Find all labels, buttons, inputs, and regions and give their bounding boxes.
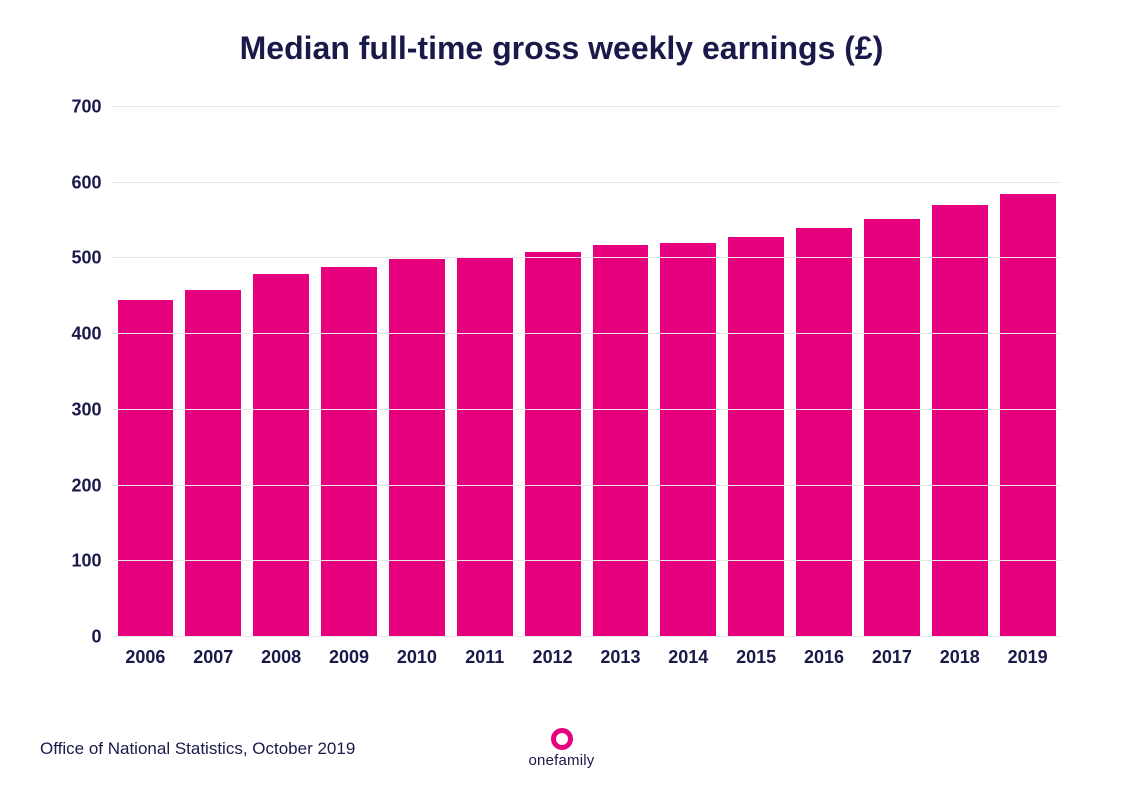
bars-group: 2006200720082009201020112012201320142015… [112,107,1062,637]
x-axis-label: 2015 [736,647,776,668]
bar-slot: 2010 [389,107,445,637]
bar-slot: 2007 [185,107,241,637]
x-axis-label: 2011 [465,647,504,668]
x-axis-label: 2013 [600,647,640,668]
bar [457,258,513,637]
bar-slot: 2008 [253,107,309,637]
x-axis-label: 2016 [804,647,844,668]
gridline [112,485,1062,486]
bar-slot: 2013 [593,107,649,637]
gridline [112,333,1062,334]
y-axis-label: 300 [57,399,102,420]
gridline [112,409,1062,410]
bar [932,205,988,637]
chart-title: Median full-time gross weekly earnings (… [40,30,1083,67]
bar [185,290,241,637]
logo-text: onefamily [529,752,595,769]
x-axis-label: 2019 [1008,647,1048,668]
bar-slot: 2017 [864,107,920,637]
bar-slot: 2012 [525,107,581,637]
bar [728,237,784,637]
source-text: Office of National Statistics, October 2… [40,739,355,759]
bar-slot: 2006 [118,107,174,637]
brand-logo: onefamily [529,728,595,769]
bar-slot: 2014 [660,107,716,637]
bar [864,219,920,637]
x-axis-label: 2007 [193,647,233,668]
y-axis-label: 0 [57,627,102,648]
x-axis-label: 2010 [397,647,437,668]
y-axis-label: 100 [57,551,102,572]
x-axis-label: 2014 [668,647,708,668]
bar-slot: 2019 [1000,107,1056,637]
bar [118,300,174,637]
x-axis-label: 2018 [940,647,980,668]
x-axis-label: 2012 [533,647,573,668]
bar [525,252,581,637]
y-axis-label: 400 [57,324,102,345]
y-axis-label: 600 [57,172,102,193]
y-axis-label: 700 [57,97,102,118]
bar-slot: 2011 [457,107,513,637]
gridline [112,257,1062,258]
bar [253,274,309,637]
bar [389,259,445,637]
bar-slot: 2018 [932,107,988,637]
y-axis-label: 200 [57,475,102,496]
x-axis-label: 2006 [125,647,165,668]
logo-ring-icon [551,728,573,750]
plot-area: 2006200720082009201020112012201320142015… [112,107,1062,637]
bar [593,245,649,637]
x-axis-label: 2009 [329,647,369,668]
gridline [112,636,1062,637]
bar [321,267,377,637]
chart-container: 2006200720082009201020112012201320142015… [52,97,1072,677]
bar-slot: 2015 [728,107,784,637]
gridline [112,182,1062,183]
bar-slot: 2016 [796,107,852,637]
x-axis-label: 2008 [261,647,301,668]
bar [660,243,716,637]
x-axis-label: 2017 [872,647,912,668]
bar-slot: 2009 [321,107,377,637]
gridline [112,560,1062,561]
y-axis-label: 500 [57,248,102,269]
bar [1000,194,1056,637]
bar [796,228,852,637]
gridline [112,106,1062,107]
footer: Office of National Statistics, October 2… [40,719,1083,769]
